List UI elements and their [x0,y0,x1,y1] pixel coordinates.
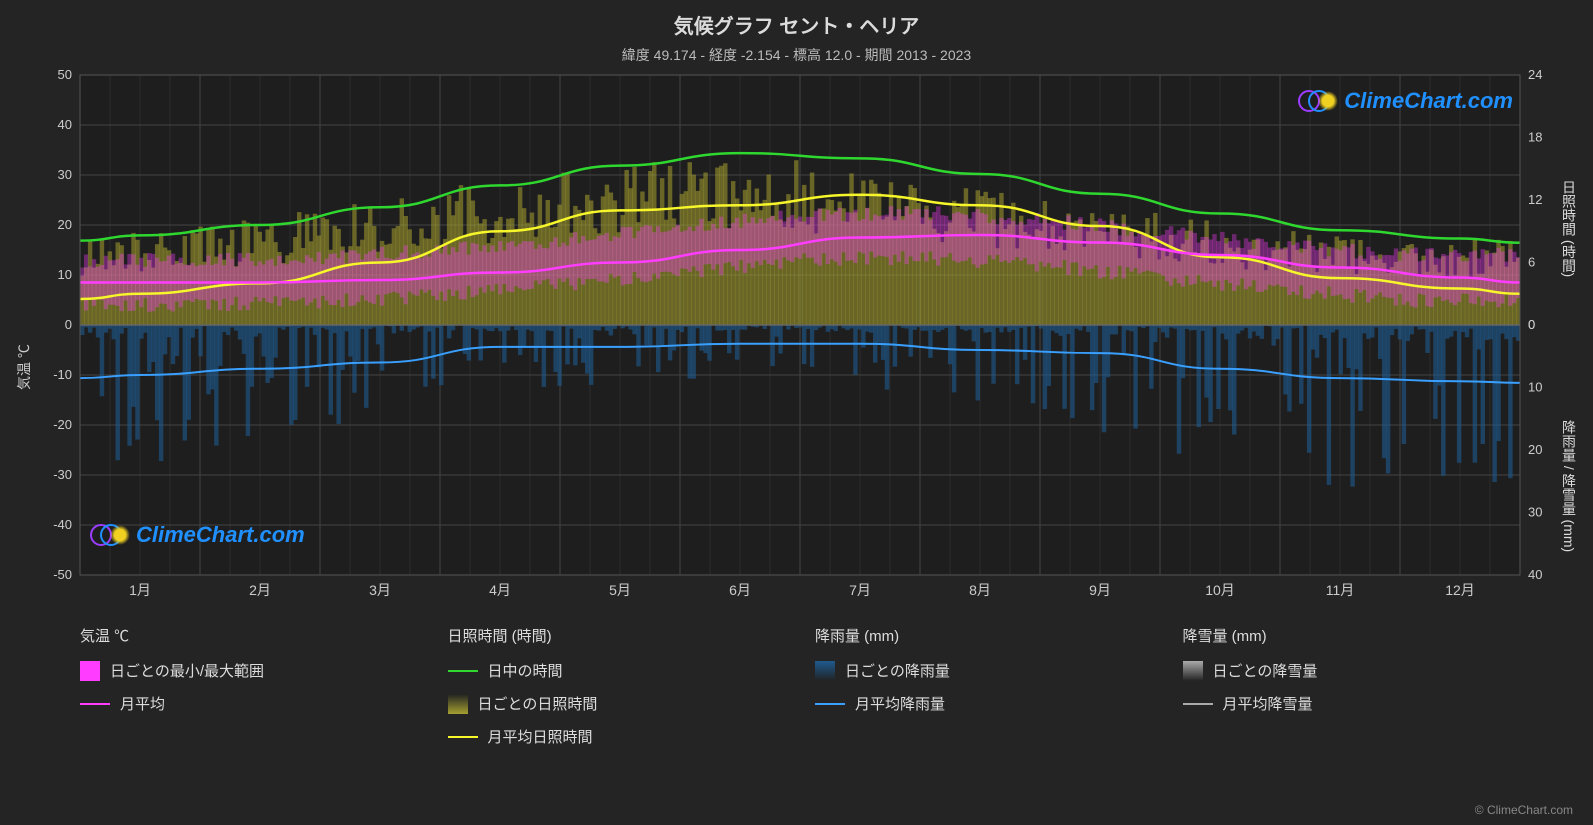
legend-item-rain-avg: 月平均降雨量 [815,693,1173,714]
logo-text: ClimeChart.com [1344,88,1513,114]
legend-item-rain-daily: 日ごとの降雨量 [815,660,1173,681]
svg-text:24: 24 [1528,67,1542,82]
svg-text:6: 6 [1528,255,1535,270]
svg-text:30: 30 [1528,505,1542,520]
legend-label: 日ごとの降雨量 [845,660,950,681]
chart-title: 気候グラフ セント・ヘリア [0,0,1593,39]
legend-col-temp: 気温 ℃ 日ごとの最小/最大範囲 月平均 [80,625,438,759]
legend-item-sunshine-avg: 月平均日照時間 [448,726,806,747]
legend: 気温 ℃ 日ごとの最小/最大範囲 月平均 日照時間 (時間) 日中の時間 日ごと… [80,625,1540,759]
legend-header-rain: 降雨量 (mm) [815,625,1173,646]
legend-item-snow-daily: 日ごとの降雪量 [1183,660,1541,681]
legend-label: 日ごとの日照時間 [478,693,598,714]
swatch-icon [80,661,100,681]
svg-text:20: 20 [58,217,72,232]
legend-item-temp-avg: 月平均 [80,693,438,714]
svg-text:-30: -30 [53,467,72,482]
svg-text:1月: 1月 [129,582,151,598]
logo-top: ClimeChart.com [1298,88,1513,114]
svg-text:10: 10 [58,267,72,282]
svg-text:-40: -40 [53,517,72,532]
legend-item-daylight: 日中の時間 [448,660,806,681]
legend-label: 日ごとの降雪量 [1213,660,1318,681]
legend-item-temp-range: 日ごとの最小/最大範囲 [80,660,438,681]
svg-text:4月: 4月 [489,582,511,598]
legend-label: 月平均降雪量 [1223,693,1313,714]
legend-col-rain: 降雨量 (mm) 日ごとの降雨量 月平均降雨量 [815,625,1173,759]
svg-text:6月: 6月 [729,582,751,598]
swatch-line-icon [80,703,110,705]
svg-text:-20: -20 [53,417,72,432]
chart-svg: -50-40-30-20-100102030405006121824010203… [0,60,1593,600]
svg-text:0: 0 [65,317,72,332]
svg-text:18: 18 [1528,130,1542,145]
logo-bottom: ClimeChart.com [90,522,305,548]
svg-text:-10: -10 [53,367,72,382]
svg-text:-50: -50 [53,567,72,582]
legend-label: 月平均 [120,693,165,714]
svg-text:3月: 3月 [369,582,391,598]
swatch-line-icon [448,670,478,672]
legend-col-sunshine: 日照時間 (時間) 日中の時間 日ごとの日照時間 月平均日照時間 [448,625,806,759]
svg-text:50: 50 [58,67,72,82]
svg-text:10: 10 [1528,380,1542,395]
svg-text:12月: 12月 [1445,582,1475,598]
swatch-line-icon [815,703,845,705]
chart-area: -50-40-30-20-100102030405006121824010203… [0,60,1593,600]
attribution: © ClimeChart.com [1475,803,1573,817]
svg-text:0: 0 [1528,317,1535,332]
svg-text:30: 30 [58,167,72,182]
swatch-line-icon [448,736,478,738]
svg-text:40: 40 [1528,567,1542,582]
svg-text:9月: 9月 [1089,582,1111,598]
svg-text:7月: 7月 [849,582,871,598]
svg-text:20: 20 [1528,442,1542,457]
legend-item-snow-avg: 月平均降雪量 [1183,693,1541,714]
svg-text:8月: 8月 [969,582,991,598]
svg-text:10月: 10月 [1205,582,1235,598]
legend-header-temp: 気温 ℃ [80,625,438,646]
svg-text:12: 12 [1528,192,1542,207]
logo-text: ClimeChart.com [136,522,305,548]
logo-icon [90,523,130,547]
legend-header-snow: 降雪量 (mm) [1183,625,1541,646]
legend-item-sunshine-daily: 日ごとの日照時間 [448,693,806,714]
legend-label: 月平均降雨量 [855,693,945,714]
legend-label: 日ごとの最小/最大範囲 [110,660,264,681]
legend-label: 日中の時間 [488,660,563,681]
svg-text:2月: 2月 [249,582,271,598]
logo-icon [1298,89,1338,113]
legend-label: 月平均日照時間 [488,726,593,747]
swatch-icon [815,661,835,681]
y-axis-right-bottom-label: 降雨量 / 降雪量 (mm) [1559,420,1579,552]
svg-text:5月: 5月 [609,582,631,598]
y-axis-right-top-label: 日照時間 (時間) [1559,180,1579,277]
svg-text:40: 40 [58,117,72,132]
legend-header-sunshine: 日照時間 (時間) [448,625,806,646]
legend-col-snow: 降雪量 (mm) 日ごとの降雪量 月平均降雪量 [1183,625,1541,759]
swatch-line-icon [1183,703,1213,705]
swatch-icon [448,694,468,714]
y-axis-left-label: 気温 ℃ [14,344,34,390]
swatch-icon [1183,661,1203,681]
svg-text:11月: 11月 [1326,582,1355,598]
